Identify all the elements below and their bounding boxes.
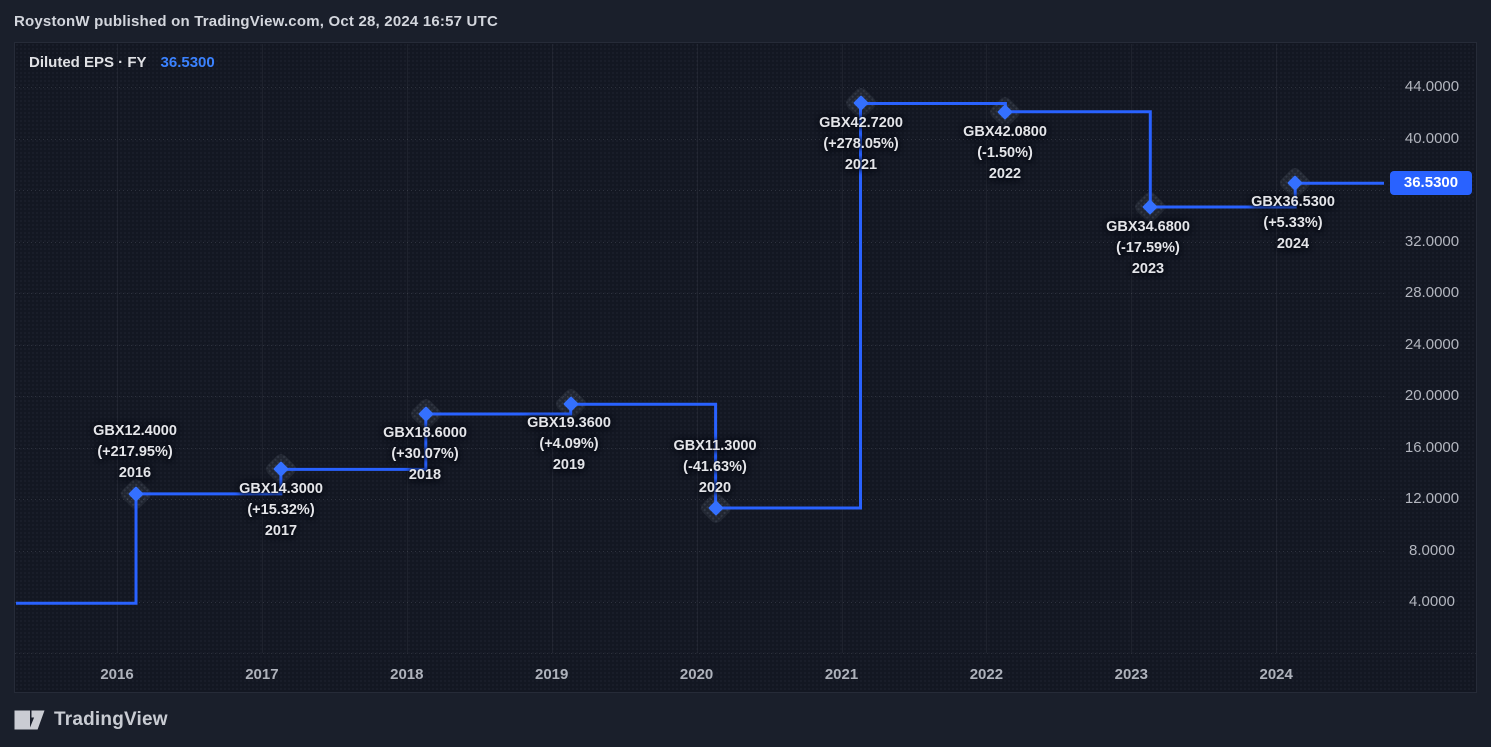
data-label-value: GBX42.7200 xyxy=(819,115,903,131)
data-label-year: 2023 xyxy=(1131,261,1165,277)
last-price-tag: 36.5300 xyxy=(1390,171,1472,196)
price-scale-label: 8.0000 xyxy=(1409,541,1455,559)
price-scale-label: 20.0000 xyxy=(1404,387,1460,404)
vertical-gridline xyxy=(117,44,118,653)
data-point-label: GBX14.3000 (+15.32%) 2017 xyxy=(239,479,323,542)
data-label-year: 2016 xyxy=(118,465,152,481)
time-scale-label: 2019 xyxy=(535,666,569,683)
data-label-year: 2018 xyxy=(408,467,442,483)
data-point-label: GBX42.0800 (-1.50%) 2022 xyxy=(963,122,1047,185)
horizontal-gridline xyxy=(15,87,1386,88)
data-label-change: (+5.33%) xyxy=(1263,215,1323,231)
data-point-label: GBX18.6000 (+30.07%) 2018 xyxy=(383,423,467,486)
price-scale-label: 28.0000 xyxy=(1404,284,1460,301)
data-point-label: GBX12.4000 (+217.95%) 2016 xyxy=(93,421,177,484)
data-label-value: GBX36.5300 xyxy=(1251,194,1335,210)
horizontal-gridline xyxy=(15,293,1386,294)
horizontal-gridline xyxy=(15,344,1386,346)
publish-header: RoystonW published on TradingView.com, O… xyxy=(14,13,498,30)
horizontal-gridline xyxy=(15,499,1386,500)
data-label-value: GBX34.6800 xyxy=(1106,219,1190,235)
data-label-change: (-1.50%) xyxy=(977,145,1033,161)
horizontal-gridline xyxy=(15,138,1386,140)
data-label-change: (+4.09%) xyxy=(539,436,599,452)
data-label-year: 2020 xyxy=(698,480,732,496)
brand-name: TradingView xyxy=(54,709,168,730)
data-label-value: GBX14.3000 xyxy=(239,481,323,497)
price-scale-label: 16.0000 xyxy=(1404,438,1460,456)
time-scale-label: 2023 xyxy=(1114,666,1148,683)
vertical-gridline xyxy=(696,44,698,653)
time-scale-label: 2020 xyxy=(679,666,714,683)
time-scale-label: 2017 xyxy=(245,666,279,683)
vertical-gridline xyxy=(1276,44,1278,653)
data-label-change: (-17.59%) xyxy=(1116,240,1180,256)
price-scale-label: 40.0000 xyxy=(1404,129,1460,147)
chart-panel[interactable]: Diluted EPS · FY 36.5300 GBX12.4000 (+217.… xyxy=(14,42,1478,693)
data-label-value: GBX11.3000 xyxy=(673,438,757,454)
time-scale-label: 2018 xyxy=(390,666,424,683)
horizontal-gridline xyxy=(15,190,1386,191)
vertical-gridline xyxy=(551,44,553,653)
tradingview-logo-icon xyxy=(14,710,45,730)
legend-series-title: Diluted EPS · FY xyxy=(29,54,147,71)
data-label-change: (+217.95%) xyxy=(97,444,173,460)
data-label-year: 2019 xyxy=(552,457,586,473)
time-scale-label: 2016 xyxy=(100,666,134,683)
footer: TradingView xyxy=(14,705,168,735)
time-scale-label: 2024 xyxy=(1259,666,1293,683)
data-label-change: (+278.05%) xyxy=(823,136,899,152)
data-label-year: 2021 xyxy=(844,157,878,173)
time-scale-label: 2022 xyxy=(969,666,1004,683)
data-label-year: 2024 xyxy=(1276,236,1310,252)
price-scale-label: 44.0000 xyxy=(1404,78,1460,95)
data-label-value: GBX18.6000 xyxy=(383,425,467,441)
legend-last-value: 36.5300 xyxy=(160,54,215,71)
time-scale-separator xyxy=(15,653,1478,654)
price-scale-label: 4.0000 xyxy=(1409,593,1455,610)
eps-step-line xyxy=(16,102,1384,605)
data-label-value: GBX42.0800 xyxy=(963,124,1047,140)
data-point-label: GBX19.3600 (+4.09%) 2019 xyxy=(527,413,611,476)
horizontal-gridline xyxy=(15,550,1386,552)
horizontal-gridline xyxy=(15,396,1386,397)
vertical-gridline xyxy=(406,44,408,653)
price-scale-label: 24.0000 xyxy=(1404,335,1460,353)
data-point-label: GBX11.3000 (-41.63%) 2020 xyxy=(673,436,756,499)
price-scale-label: 12.0000 xyxy=(1404,490,1460,507)
price-scale-label: 32.0000 xyxy=(1404,232,1460,250)
data-label-change: (+15.32%) xyxy=(247,502,315,518)
data-label-value: GBX12.4000 xyxy=(93,423,177,439)
vertical-gridline xyxy=(261,44,263,653)
data-point-label: GBX42.7200 (+278.05%) 2021 xyxy=(819,113,903,176)
data-label-value: GBX19.3600 xyxy=(527,415,611,431)
data-label-year: 2022 xyxy=(988,166,1022,182)
data-label-change: (+30.07%) xyxy=(391,446,459,462)
data-point-label: GBX36.5300 (+5.33%) 2024 xyxy=(1251,192,1335,255)
legend: Diluted EPS · FY 36.5300 xyxy=(29,54,215,71)
vertical-gridline xyxy=(1131,44,1133,653)
time-scale-label: 2021 xyxy=(824,666,859,683)
horizontal-gridline xyxy=(15,602,1386,603)
data-point-label: GBX34.6800 (-17.59%) 2023 xyxy=(1106,217,1190,280)
data-label-year: 2017 xyxy=(264,523,298,539)
data-label-change: (-41.63%) xyxy=(683,459,747,475)
